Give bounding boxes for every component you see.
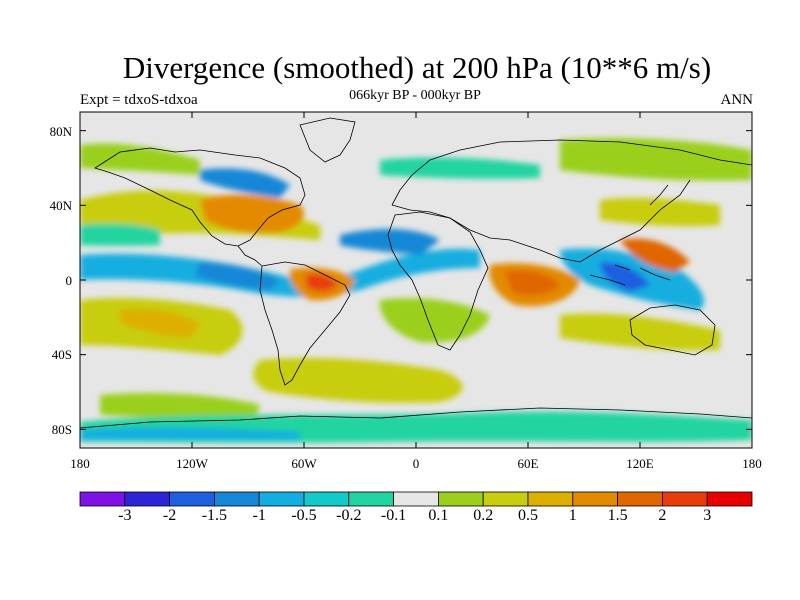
- experiment-label: Expt = tdxoS-tdxoa: [80, 92, 198, 108]
- colorbar-swatch: [258, 491, 305, 507]
- lat-label-0: 0: [65, 273, 73, 288]
- colorbar-label: 3: [703, 507, 712, 524]
- coastline-australia: [629, 304, 716, 356]
- lat-label-80n: 80N: [49, 124, 72, 139]
- colorbar-label: -3: [118, 507, 132, 524]
- contour-patch: [380, 157, 540, 179]
- lat-label-40s: 40S: [51, 347, 72, 362]
- contour-patch: [620, 238, 690, 272]
- colorbar-swatch: [617, 491, 663, 507]
- contour-patch: [560, 313, 720, 351]
- contour-patch: [379, 298, 490, 343]
- coastline-eurasia: [391, 139, 752, 263]
- plot-title: Divergence (smoothed) at 200 hPa (10**6 …: [122, 50, 712, 85]
- colorbar-label: -0.5: [291, 507, 317, 524]
- colorbar: [79, 491, 753, 507]
- colorbar-label: 0.5: [518, 507, 538, 524]
- field-contours: [80, 138, 752, 443]
- colorbar-swatch: [527, 491, 574, 507]
- colorbar-label: 1: [568, 507, 577, 524]
- colorbar-label: 2: [658, 507, 667, 524]
- contour-patch: [560, 138, 752, 181]
- colorbar-swatch: [572, 491, 618, 507]
- colorbar-swatch: [437, 491, 484, 507]
- colorbar-label: 0.2: [473, 507, 494, 524]
- contour-patch: [253, 358, 463, 403]
- contour-patch: [505, 270, 560, 296]
- contour-patch: [195, 262, 280, 290]
- colorbar-swatch: [79, 491, 126, 507]
- colorbar-swatch: [348, 491, 394, 507]
- season-label: ANN: [720, 92, 754, 108]
- axis-ticks: [79, 112, 753, 448]
- lon-label-0: 0: [412, 456, 420, 471]
- contour-patch: [600, 262, 650, 292]
- contour-patch: [100, 393, 260, 420]
- contour-patch: [80, 223, 160, 246]
- coastline-japan: [649, 184, 669, 206]
- lon-label-60e: 60E: [517, 456, 539, 471]
- colorbar-label: -2: [162, 507, 177, 524]
- coastline-central-america: [237, 245, 263, 267]
- contour-patch: [305, 274, 338, 292]
- coastline-north-america: [94, 147, 306, 247]
- coastline-south-america: [259, 261, 351, 386]
- colorbar-swatch: [393, 491, 439, 507]
- lon-label-60w: 60W: [291, 456, 317, 471]
- contour-patch: [200, 194, 304, 233]
- lon-label-180w: 180: [70, 456, 90, 471]
- coastline-antarctica: [80, 407, 752, 429]
- colorbar-swatch: [706, 491, 753, 507]
- lon-label-180e: 180: [742, 456, 762, 471]
- contour-patch: [80, 248, 480, 297]
- contour-patch: [200, 168, 290, 198]
- lat-label-40n: 40N: [49, 198, 72, 213]
- colorbar-label: -1: [252, 507, 266, 524]
- colorbar-label: -0.2: [336, 507, 362, 524]
- colorbar-swatch: [124, 491, 171, 507]
- colorbar-swatch: [213, 491, 260, 507]
- lon-label-120e: 120E: [626, 456, 654, 471]
- coastline-africa: [387, 211, 489, 351]
- colorbar-label: -0.1: [380, 507, 407, 524]
- contour-patch: [600, 197, 720, 227]
- colorbar-swatch: [662, 491, 708, 507]
- contour-patch: [120, 308, 200, 338]
- colorbar-swatch: [169, 491, 215, 507]
- coastline-indonesia: [589, 264, 671, 286]
- contour-patch: [80, 143, 200, 175]
- colorbar-label: 0.1: [428, 507, 449, 524]
- lon-label-120w: 120W: [176, 456, 208, 471]
- colorbar-swatch: [303, 491, 350, 507]
- contour-patch: [80, 427, 300, 440]
- coastlines: [80, 117, 752, 429]
- colorbar-label: 1.5: [607, 507, 628, 524]
- colorbar-label: -1.5: [201, 507, 228, 524]
- period-label: 066kyr BP - 000kyr BP: [349, 88, 481, 103]
- coastline-greenland: [299, 117, 356, 163]
- colorbar-swatch: [482, 491, 529, 507]
- lat-label-80s: 80S: [51, 422, 72, 437]
